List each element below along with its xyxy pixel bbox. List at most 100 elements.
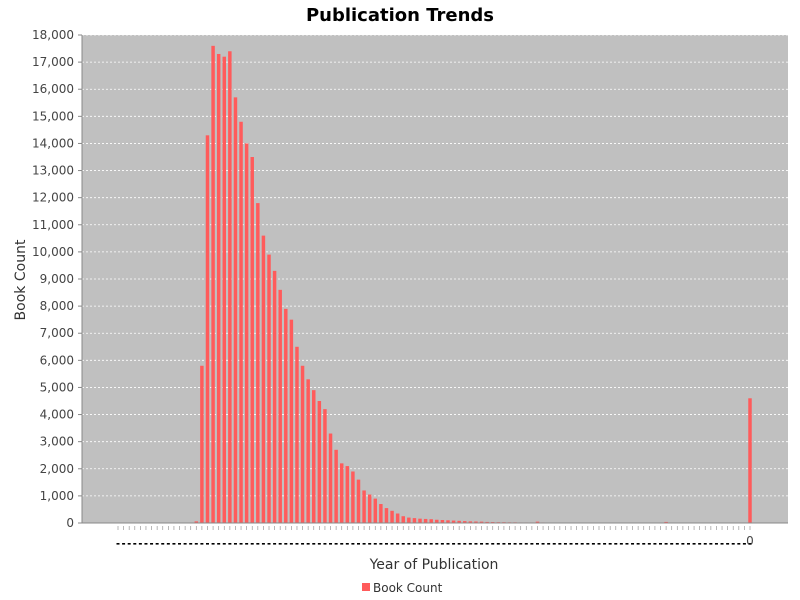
x-tick-label-dots xyxy=(200,543,204,545)
x-tick-label-dots xyxy=(329,543,333,545)
bar xyxy=(474,521,478,523)
x-tick-label-dots xyxy=(642,543,646,545)
x-tick-label-dots xyxy=(351,543,355,545)
x-tick-label-dots xyxy=(552,543,556,545)
bar xyxy=(205,135,210,523)
bar xyxy=(748,398,752,523)
x-tick-label-dots xyxy=(312,543,316,545)
x-tick-label-dots xyxy=(239,543,243,545)
x-tick-label-dots xyxy=(323,543,327,545)
x-tick-label-dots xyxy=(250,543,254,545)
x-tick-label-dots xyxy=(138,543,142,545)
bar xyxy=(664,521,668,523)
x-tick-label-dots xyxy=(412,543,416,545)
x-tick-label-dots xyxy=(675,543,679,545)
x-tick-label-dots xyxy=(390,543,394,545)
bar xyxy=(468,521,473,523)
x-tick-label-dots xyxy=(653,543,657,545)
x-tick-label-dots xyxy=(502,543,506,545)
x-tick-label-dots xyxy=(440,543,444,545)
x-tick-label-dots xyxy=(681,543,685,545)
y-tick-label: 18,000 xyxy=(32,28,74,42)
x-tick-label-dots xyxy=(273,543,277,545)
y-tick-label: 17,000 xyxy=(32,55,74,69)
bar xyxy=(390,510,394,523)
x-tick-label-dots xyxy=(547,543,551,545)
bar xyxy=(328,433,333,523)
bar xyxy=(312,390,316,523)
bar xyxy=(261,235,266,523)
bar xyxy=(216,53,221,523)
bar xyxy=(440,520,445,523)
bar xyxy=(334,449,338,523)
bar xyxy=(300,365,305,523)
x-tick-label-dots xyxy=(178,543,182,545)
bar xyxy=(479,521,484,523)
x-tick-label-dots xyxy=(362,543,366,545)
x-tick-label-dots xyxy=(122,543,126,545)
x-tick-label-dots xyxy=(513,543,517,545)
x-tick-label-dots xyxy=(446,543,450,545)
x-tick-label-dots xyxy=(614,543,618,545)
bar xyxy=(194,521,199,523)
bar xyxy=(239,121,243,523)
x-tick-label-dots xyxy=(217,543,221,545)
bar xyxy=(535,521,540,523)
x-tick-label-dots xyxy=(519,543,523,545)
bar xyxy=(244,143,249,523)
x-tick-label-dots xyxy=(457,543,461,545)
x-tick-label-dots xyxy=(340,543,344,545)
x-tick-label-dots xyxy=(161,543,165,545)
x-tick-label-dots xyxy=(541,543,545,545)
legend: Book Count xyxy=(362,581,443,595)
x-tick-label-dots xyxy=(737,543,741,545)
x-tick-label-dots xyxy=(194,543,198,545)
x-tick-label-dots xyxy=(619,543,623,545)
x-axis-title: Year of Publication xyxy=(369,557,499,573)
x-tick-label-dots xyxy=(295,543,299,545)
bar xyxy=(233,97,238,524)
y-tick-label: 13,000 xyxy=(32,164,74,178)
x-tick-label-dots xyxy=(357,543,360,545)
x-tick-label-dots xyxy=(424,543,428,545)
x-tick-label-dots xyxy=(692,543,696,545)
x-tick-label-dots xyxy=(563,543,567,545)
x-tick-label-dots xyxy=(429,543,433,545)
x-tick-label-dots xyxy=(463,543,467,545)
x-tick-label-dots xyxy=(317,543,321,545)
bar xyxy=(278,289,282,523)
bar xyxy=(272,270,277,523)
bar xyxy=(339,463,344,523)
x-tick-label-dots xyxy=(603,543,607,545)
x-tick-label-dots xyxy=(731,543,735,545)
x-tick-label-dots xyxy=(586,543,590,545)
bar xyxy=(446,520,450,523)
x-tick-label-dots xyxy=(569,543,573,545)
x-tick-label-dots xyxy=(278,543,282,545)
bar xyxy=(289,319,294,523)
y-tick-label: 15,000 xyxy=(32,109,74,123)
bar xyxy=(362,490,366,523)
x-tick-label-dots xyxy=(407,543,411,545)
gridlines xyxy=(82,34,788,497)
y-tick-label: 0 xyxy=(66,516,74,530)
bar xyxy=(200,365,204,523)
bar xyxy=(435,519,439,523)
x-tick-label-dots xyxy=(401,543,405,545)
x-tick-label-dots xyxy=(345,543,349,545)
x-tick-label-dots xyxy=(183,543,187,545)
y-tick-label: 11,000 xyxy=(32,218,74,232)
x-axis-ticks xyxy=(116,526,752,545)
bar xyxy=(351,471,355,523)
x-tick-label-dots xyxy=(664,543,668,545)
bar xyxy=(407,517,411,523)
x-tick-label-dots xyxy=(742,543,746,545)
x-tick-label-dots xyxy=(468,543,472,545)
x-tick-label-dots xyxy=(301,543,305,545)
bar xyxy=(228,51,232,524)
x-tick-label-dots xyxy=(289,543,293,545)
x-tick-label-dots xyxy=(211,543,215,545)
bar xyxy=(463,521,467,523)
bar xyxy=(317,401,322,523)
